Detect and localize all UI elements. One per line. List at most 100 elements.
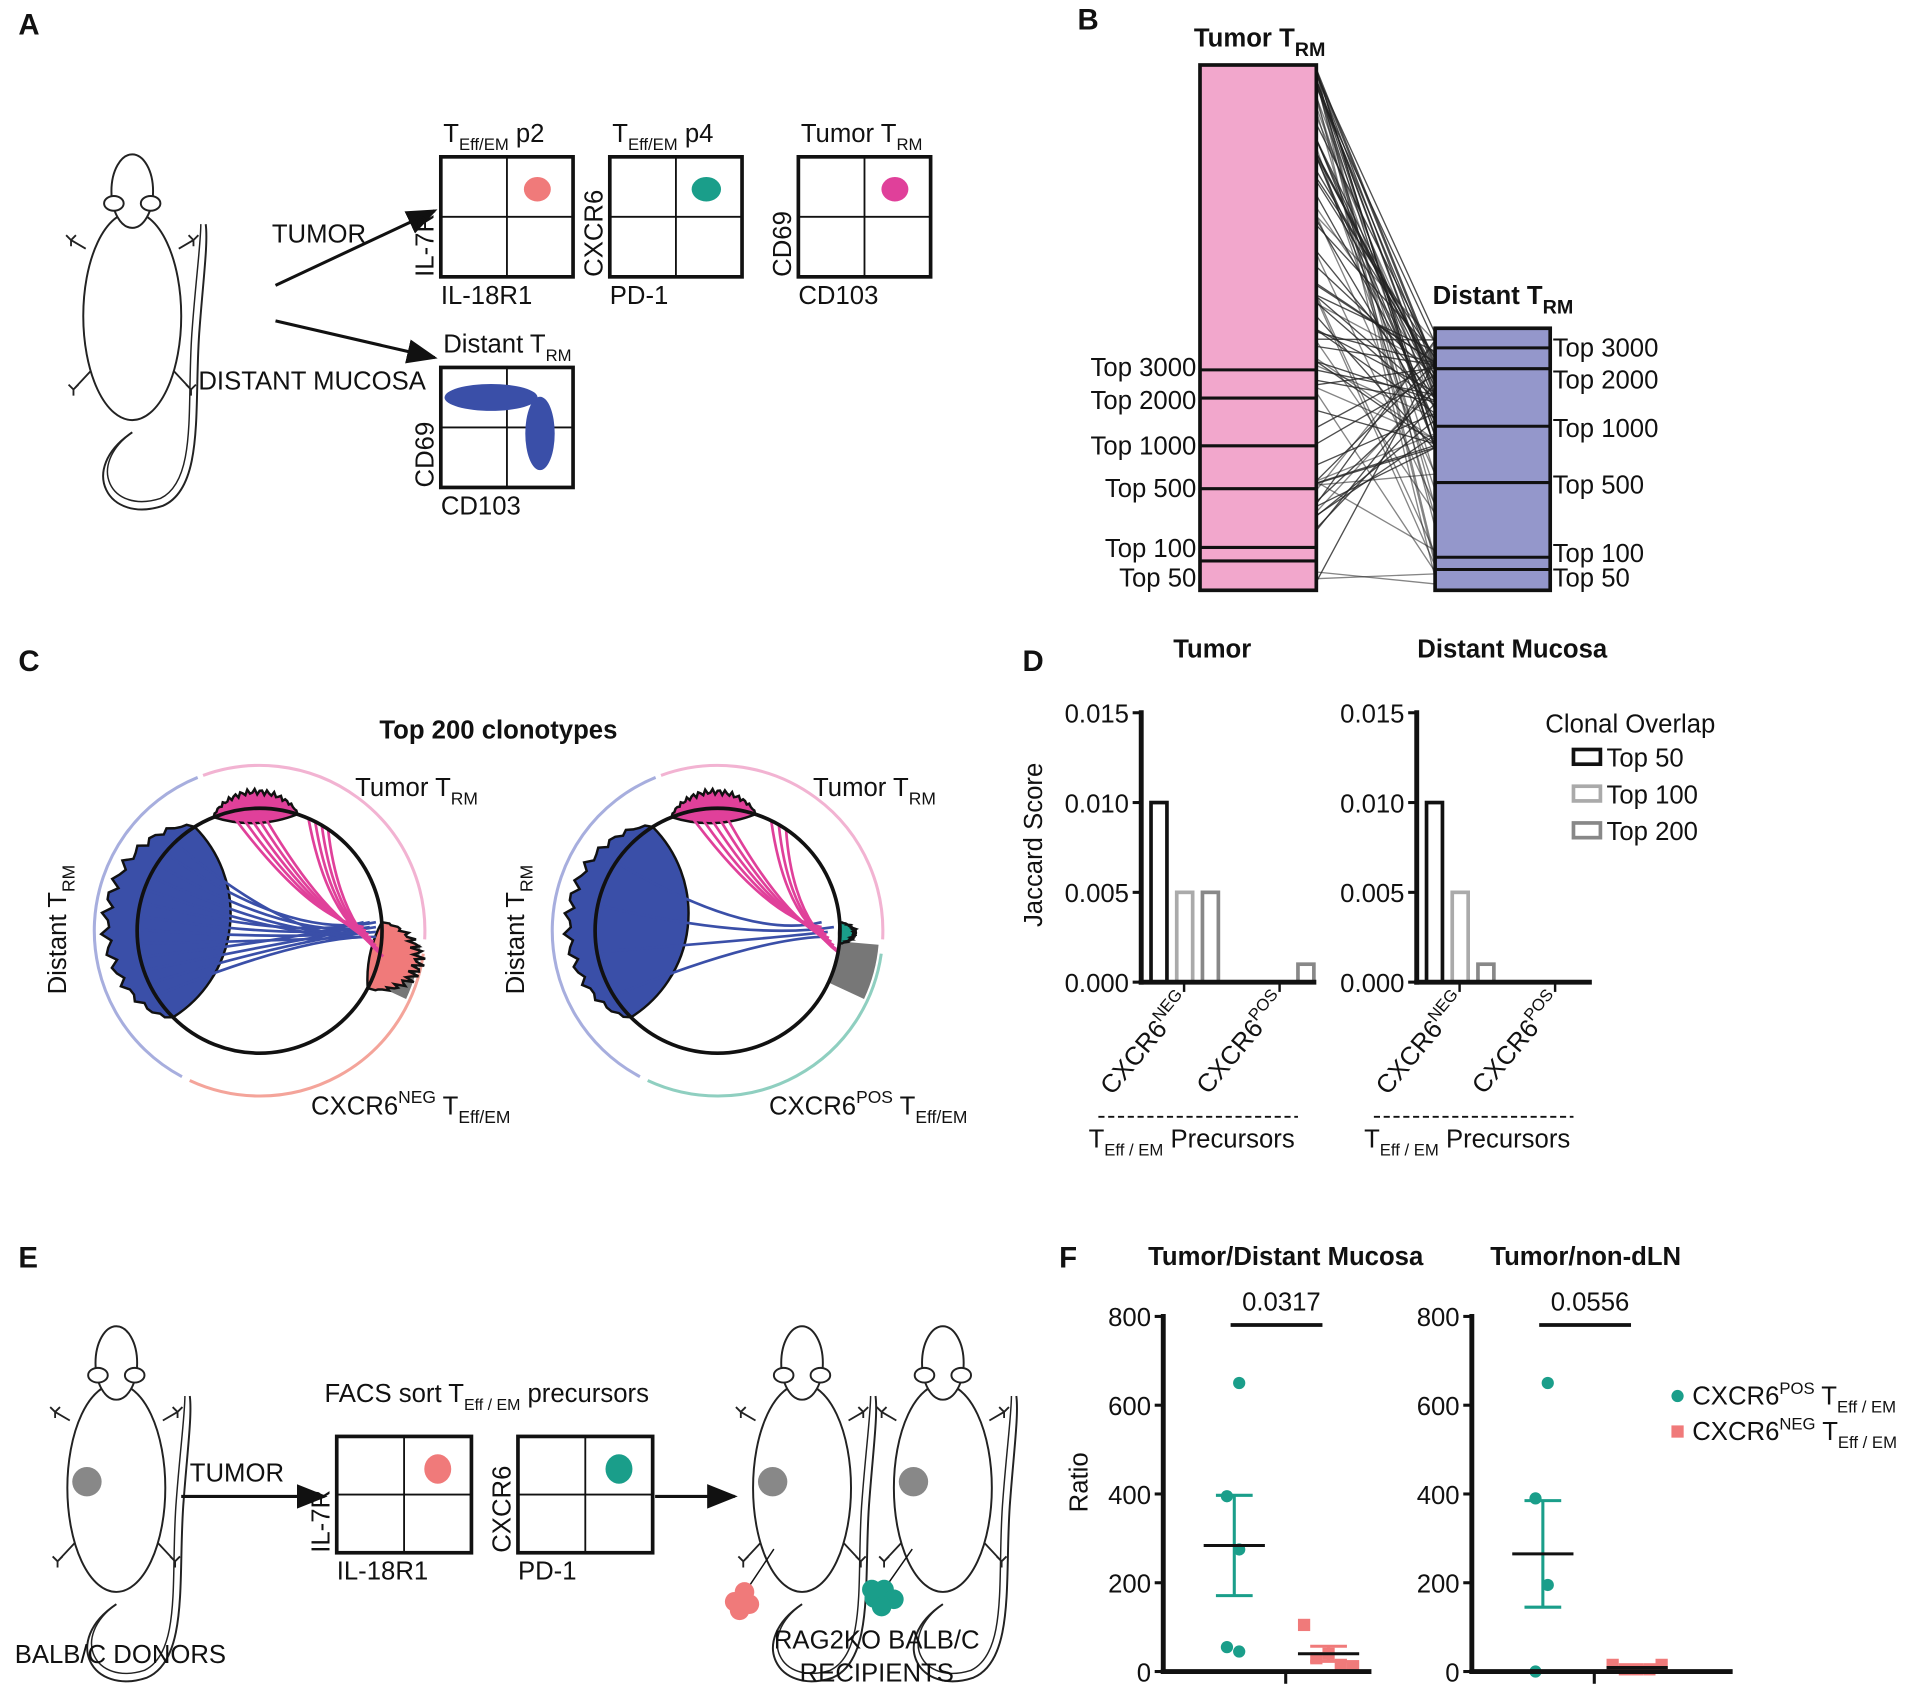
text-part: Eff / EM (1104, 1141, 1163, 1160)
bar (1450, 890, 1470, 984)
population (525, 396, 555, 471)
tumor (898, 1467, 929, 1497)
data-point (1233, 1376, 1246, 1390)
clone-link (1315, 71, 1436, 368)
clone-link (1315, 83, 1436, 450)
y-tick-label: 200 (1108, 1571, 1151, 1599)
clone-link (1315, 147, 1436, 491)
rank-label: Top 500 (1553, 472, 1644, 500)
text-part: CXCR6 (1095, 1015, 1172, 1100)
clone-chord (720, 807, 832, 943)
text-part: Tumor T (813, 774, 909, 802)
y-tick-label: 800 (1417, 1304, 1460, 1332)
clone-link (1316, 360, 1436, 401)
plot-title: TEff/EM p4 (612, 120, 713, 154)
legend-label: CXCR6NEG TEff / EM (1692, 1414, 1897, 1452)
mouse-leg (52, 1542, 76, 1568)
mouse-ear (103, 195, 125, 212)
plot-title: TEff/EM p2 (443, 120, 544, 154)
clone-link (1316, 367, 1436, 386)
sector-label: Distant TRM (502, 865, 536, 995)
bar (1476, 962, 1496, 984)
legend-swatch (1571, 747, 1603, 767)
mouse-leg (178, 234, 200, 250)
clone-link (1315, 357, 1436, 441)
chart-title: Tumor/Distant Mucosa (1148, 1243, 1424, 1271)
sector-label: Distant TRM (44, 865, 78, 995)
x-tick-label: CXCR6POS (1464, 985, 1567, 1099)
mouse-leg (65, 234, 87, 250)
text-part: NEG (1148, 985, 1186, 1025)
text-part: NEG (398, 1087, 436, 1107)
inner-circle (135, 806, 384, 1055)
legend-label: CXCR6POS TEff / EM (1692, 1379, 1896, 1417)
legend-title: Clonal Overlap (1545, 710, 1715, 738)
axis-label: IL-18R1 (441, 282, 532, 310)
text-part: Precursors (1439, 1125, 1570, 1153)
text-part: T (1816, 1418, 1839, 1446)
repertoire-density (837, 920, 860, 945)
ring-arc (189, 953, 425, 1098)
sector-label: Tumor TRM (813, 774, 936, 808)
rank-label: Top 100 (1553, 540, 1644, 568)
text-part: POS (856, 1087, 893, 1107)
mouse-leg (983, 1542, 1008, 1568)
clone-link (1316, 302, 1436, 368)
transferred-cells (871, 1596, 892, 1617)
clone-link (1316, 433, 1436, 482)
text-part: RM (1543, 296, 1574, 318)
mouse-tail (106, 224, 202, 503)
ring-arc (647, 953, 883, 1098)
text-part: CXCR6 (1692, 1418, 1779, 1446)
clone-link (1316, 412, 1436, 466)
clone-link (1316, 364, 1436, 419)
panel-label: E (18, 1241, 38, 1274)
mouse-tail (102, 224, 208, 511)
text-part: Tumor T (355, 774, 451, 802)
axis-label: CXCR6 (489, 1466, 517, 1553)
clone-link (1315, 96, 1436, 413)
data-point (1220, 1640, 1234, 1654)
axis-label: CXCR6 (580, 190, 608, 277)
text-part: NEG (1424, 985, 1462, 1025)
tumor-bar (1200, 65, 1317, 591)
text-part: CXCR6 (1191, 1015, 1268, 1100)
text-part: T (612, 120, 628, 148)
panel-title: Top 200 clonotypes (379, 716, 617, 744)
clone-link (1315, 106, 1436, 436)
tumor (757, 1467, 788, 1497)
text-part: Eff/EM (628, 135, 678, 154)
y-tick-label: 0 (1137, 1659, 1151, 1687)
text-part: RM (451, 788, 478, 808)
inner-circle (593, 806, 842, 1055)
distant-bar (1435, 328, 1551, 591)
bar-title: Distant TRM (1433, 282, 1574, 319)
mouse-leg (843, 1542, 867, 1568)
clone-link (1315, 73, 1436, 385)
transferred-cells (729, 1600, 750, 1621)
mouse-body (82, 210, 183, 422)
plot-title: Distant TRM (443, 331, 571, 365)
text-part: T (893, 1092, 916, 1120)
repertoire-density (212, 786, 299, 825)
clone-chord (596, 930, 828, 954)
route-label: TUMOR (272, 221, 366, 249)
text-part: Tumor T (1194, 25, 1295, 53)
x-axis-label: TEff / EM Precursors (1364, 1125, 1570, 1159)
axis-label: IL-18R1 (337, 1558, 428, 1586)
route-label: TUMOR (190, 1460, 284, 1488)
y-tick-label: 0.015 (1340, 701, 1404, 729)
bar (1424, 800, 1445, 984)
mouse-leg (878, 1542, 902, 1568)
rank-label: Top 50 (1553, 565, 1630, 593)
legend-label: Top 200 (1607, 818, 1698, 846)
x-axis-label: TEff / EM Precursors (1089, 1125, 1295, 1159)
y-tick-label: 0.000 (1340, 970, 1404, 998)
sector-label: Tumor TRM (355, 774, 478, 808)
distant-bar-frame (1433, 326, 1553, 593)
population-dot (424, 1454, 452, 1484)
group-label: BALB/C DONORS (15, 1641, 226, 1669)
p-value: 0.0556 (1551, 1288, 1630, 1316)
text-part: CXCR6 (311, 1092, 398, 1120)
